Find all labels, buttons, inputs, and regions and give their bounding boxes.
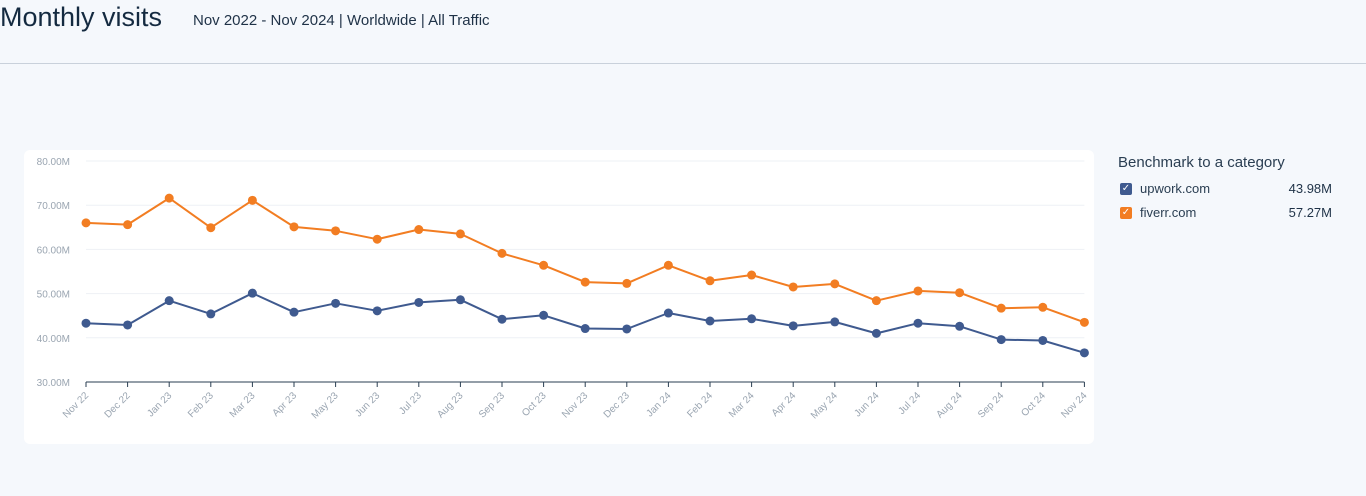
- data-point: [830, 279, 840, 289]
- x-tick-label: Nov 22: [61, 390, 91, 420]
- data-point: [247, 195, 257, 205]
- data-point: [788, 321, 798, 331]
- y-tick-label: 60.00M: [37, 245, 70, 256]
- y-tick-label: 30.00M: [37, 378, 70, 389]
- x-tick-label: Oct 23: [520, 390, 549, 419]
- y-tick-label: 50.00M: [37, 290, 70, 301]
- x-tick-label: Jun 23: [353, 390, 382, 419]
- page-header: Monthly visits Nov 2022 - Nov 2024 | Wor…: [0, 0, 1366, 64]
- data-point: [663, 308, 673, 318]
- legend: Benchmark to a category ✓ upwork.com 43.…: [1118, 154, 1338, 227]
- x-tick-label: Jun 24: [853, 390, 882, 419]
- legend-item-value: 57.27M: [1288, 205, 1332, 220]
- legend-item-fiverr[interactable]: ✓ fiverr.com 57.27M: [1118, 203, 1338, 227]
- data-point: [622, 278, 632, 288]
- x-tick-label: Mar 24: [727, 390, 757, 420]
- data-point: [247, 288, 257, 298]
- x-tick-label: Mar 23: [228, 390, 258, 420]
- series-line-fiverr-com: [85, 197, 1085, 324]
- data-point: [913, 318, 923, 328]
- data-point: [747, 270, 757, 280]
- x-tick-label: Jul 23: [397, 390, 424, 417]
- x-tick-label: Jul 24: [896, 390, 923, 417]
- data-point: [331, 226, 341, 236]
- data-point: [289, 307, 299, 317]
- data-point: [996, 335, 1006, 345]
- data-point: [372, 234, 382, 244]
- data-point: [164, 296, 174, 306]
- data-point: [705, 316, 715, 326]
- data-point: [1079, 317, 1089, 327]
- data-point: [81, 218, 91, 228]
- data-point: [206, 223, 216, 233]
- data-point: [913, 286, 923, 296]
- x-tick-label: Jan 23: [145, 390, 174, 419]
- legend-item-value: 43.98M: [1288, 181, 1332, 196]
- data-point: [1038, 302, 1048, 312]
- x-tick-label: Nov 24: [1059, 390, 1089, 420]
- data-point: [539, 260, 549, 270]
- y-tick-label: 40.00M: [37, 334, 70, 345]
- data-point: [580, 277, 590, 287]
- data-point: [747, 314, 757, 324]
- data-point: [123, 220, 133, 230]
- x-tick-label: Sep 23: [477, 390, 507, 420]
- legend-item-name: upwork.com: [1140, 181, 1211, 196]
- x-tick-label: Aug 23: [435, 390, 465, 420]
- data-point: [497, 248, 507, 258]
- data-point: [1038, 335, 1048, 345]
- series-line-upwork-com: [85, 292, 1085, 354]
- data-point: [663, 260, 673, 270]
- x-tick-label: Apr 24: [770, 390, 799, 419]
- x-tick-label: May 24: [809, 390, 840, 421]
- data-point: [580, 324, 590, 334]
- x-tick-label: Jan 24: [645, 390, 674, 419]
- x-tick-label: Dec 23: [602, 390, 632, 420]
- data-point: [955, 288, 965, 298]
- page-subtitle: Nov 2022 - Nov 2024 | Worldwide | All Tr…: [193, 12, 490, 29]
- y-tick-label: 80.00M: [37, 157, 70, 168]
- data-point: [414, 297, 424, 307]
- data-point: [871, 328, 881, 338]
- legend-item-upwork[interactable]: ✓ upwork.com 43.98M: [1118, 179, 1338, 203]
- data-point: [206, 309, 216, 319]
- data-point: [414, 225, 424, 235]
- data-point: [455, 295, 465, 305]
- page-title: Monthly visits: [0, 2, 163, 32]
- data-point: [497, 314, 507, 324]
- x-tick-label: Feb 23: [186, 390, 216, 420]
- data-point: [123, 320, 133, 330]
- legend-title: Benchmark to a category: [1118, 154, 1285, 171]
- data-point: [455, 229, 465, 239]
- x-tick-label: Dec 22: [103, 390, 133, 420]
- legend-item-name: fiverr.com: [1140, 205, 1197, 220]
- data-point: [830, 317, 840, 327]
- data-point: [372, 306, 382, 316]
- data-point: [871, 296, 881, 306]
- data-point: [81, 318, 91, 328]
- data-point: [1079, 348, 1089, 358]
- x-tick-label: Sep 24: [976, 390, 1006, 420]
- data-point: [289, 222, 299, 232]
- x-tick-label: May 23: [310, 390, 341, 421]
- monthly-visits-chart: 30.00M 40.00M 50.00M 60.00M 70.00M 80.00M Nov …: [37, 157, 1090, 421]
- data-point: [788, 282, 798, 292]
- data-point: [996, 303, 1006, 313]
- data-point: [705, 276, 715, 286]
- x-tick-label: Nov 23: [560, 390, 590, 420]
- data-point: [955, 321, 965, 331]
- x-tick-label: Oct 24: [1019, 390, 1048, 419]
- data-point: [539, 310, 549, 320]
- data-point: [622, 324, 632, 334]
- checkbox-icon[interactable]: ✓: [1120, 207, 1132, 219]
- checkbox-icon[interactable]: ✓: [1120, 183, 1132, 195]
- data-point: [164, 193, 174, 203]
- y-tick-label: 70.00M: [37, 201, 70, 212]
- data-point: [331, 298, 341, 308]
- x-tick-label: Apr 23: [271, 390, 300, 419]
- x-tick-label: Aug 24: [935, 390, 965, 420]
- x-tick-label: Feb 24: [685, 390, 715, 420]
- chart-card: 30.00M 40.00M 50.00M 60.00M 70.00M 80.00M Nov …: [24, 150, 1094, 444]
